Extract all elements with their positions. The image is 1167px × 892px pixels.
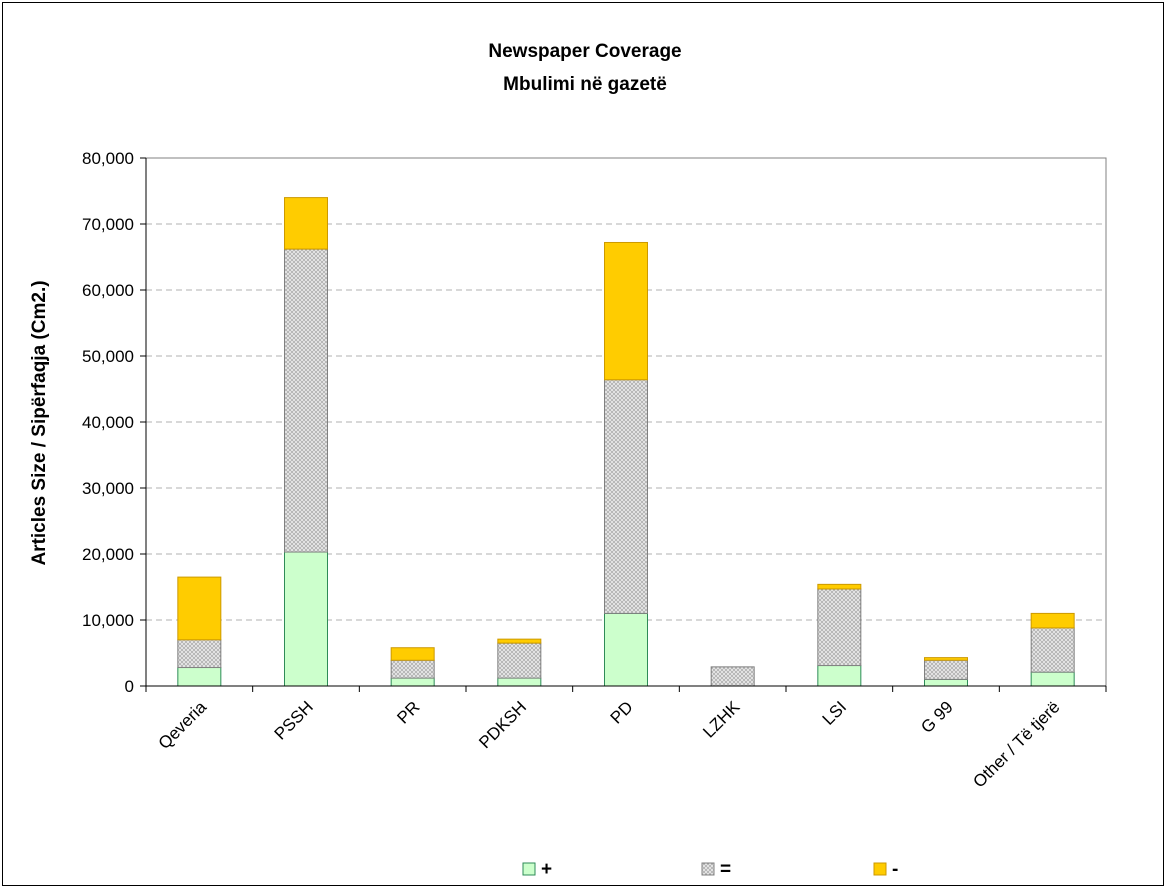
bar-segment-positive (604, 612, 648, 687)
stacked-bar-chart: Newspaper Coverage Mbulimi në gazetë 0 10… (29, 41, 1107, 880)
y-tick-label: 60,000 (82, 281, 134, 300)
bar-segment-negative (817, 583, 862, 590)
x-tick-labels: Qeveria PSSH PR PDKSH PD LZHK LSI G 99 Other / T… (155, 697, 1064, 792)
x-tick-label: PSSH (271, 697, 317, 743)
y-tick-label: 10,000 (82, 611, 134, 630)
bar-segment-positive (390, 677, 435, 687)
y-tick-label: 40,000 (82, 413, 134, 432)
bar-segment-positive (1030, 671, 1075, 687)
legend-swatch (522, 862, 536, 876)
bar-segment-negative (497, 638, 542, 644)
bar-segment-positive (497, 677, 542, 687)
legend-label: + (541, 859, 552, 880)
y-tick-label: 0 (125, 677, 134, 696)
bar-segment-neutral (604, 379, 648, 614)
bar-segment-positive (177, 667, 222, 687)
legend-swatch (873, 862, 887, 876)
y-tick-label: 20,000 (82, 545, 134, 564)
bar-segment-negative (390, 647, 435, 661)
bar-segment-neutral (924, 659, 968, 680)
bar-segment-negative (604, 241, 648, 381)
bar-segment-neutral (1030, 627, 1075, 673)
y-tick-labels: 0 10,000 20,000 30,000 40,000 50,000 60,000 70,… (82, 149, 134, 696)
x-tick-label: Qeveria (155, 697, 211, 753)
x-tick-label: LZHK (699, 697, 744, 742)
legend-label: - (892, 859, 898, 880)
bar-segment-negative (1030, 612, 1075, 629)
y-tick-label: 30,000 (82, 479, 134, 498)
bar-segment-negative (924, 657, 968, 661)
x-tick-label: PR (393, 697, 423, 727)
legend-label: = (720, 859, 731, 880)
bar-segment-negative (177, 576, 222, 641)
y-tick-label: 80,000 (82, 149, 134, 168)
x-tick-label: LSI (819, 697, 850, 728)
bar-segment-neutral (497, 642, 542, 679)
chart-subtitle: Mbulimi në gazetë (503, 74, 667, 95)
legend: + = - (522, 859, 898, 880)
x-tick-label: Other / Të tjerë (969, 697, 1063, 791)
x-tick-label: PD (607, 697, 637, 727)
axes (140, 157, 1107, 692)
legend-swatch (701, 862, 715, 876)
bar-segment-positive (284, 551, 328, 687)
bar-segment-neutral (390, 659, 435, 679)
bar-segment-neutral (284, 248, 328, 553)
bar-segment-negative (284, 197, 328, 250)
bar-segment-neutral (710, 666, 755, 687)
bar-segment-positive (817, 665, 862, 687)
x-tick-label: PDKSH (475, 697, 530, 752)
x-tick-label: G 99 (917, 697, 956, 736)
y-tick-label: 50,000 (82, 347, 134, 366)
bars (177, 197, 1075, 687)
bar-segment-positive (924, 678, 968, 687)
chart-title: Newspaper Coverage (488, 41, 681, 62)
bar-segment-neutral (177, 639, 222, 669)
y-axis-label: Articles Size / Sipërfaqja (Cm2.) (29, 280, 50, 565)
y-tick-label: 70,000 (82, 215, 134, 234)
bar-segment-neutral (817, 588, 862, 667)
